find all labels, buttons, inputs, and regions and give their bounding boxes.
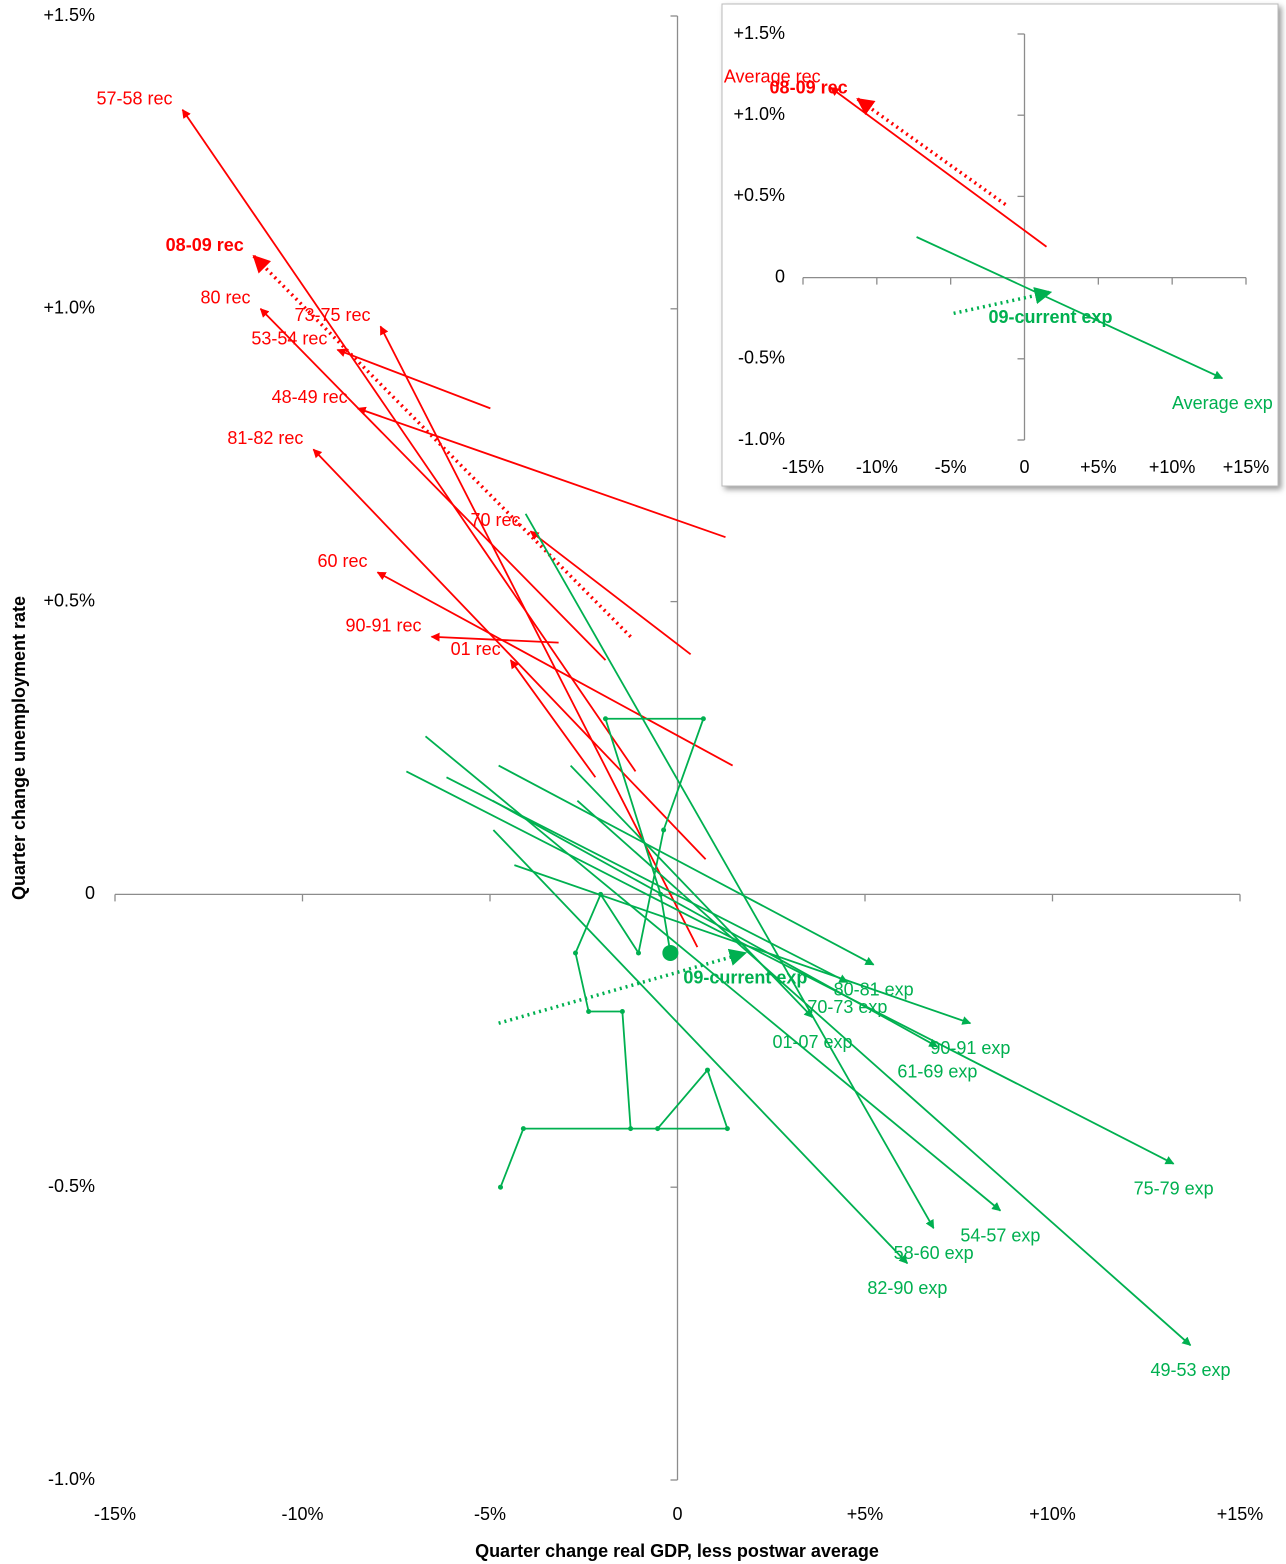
quarter-point (655, 1126, 661, 1132)
series-arrow (492, 829, 909, 1264)
main-chart: -15% -10% -5% 0 +5% +10% +15% -1.0% -0.5% 0 +0.5% +… (43, 5, 1263, 1524)
x-tick-label: +5% (847, 1504, 884, 1524)
series-label: 08-09 rec (166, 235, 244, 255)
y-axis-title: Quarter change unemployment rate (9, 596, 29, 900)
series-arrow (916, 236, 1224, 380)
series-label: 08-09 rec (770, 78, 848, 98)
series-label: 82-90 exp (867, 1278, 947, 1298)
x-tick-label: +10% (1149, 457, 1196, 477)
quarter-point (619, 1009, 625, 1015)
series-arrow (336, 348, 491, 410)
inset-frame (721, 3, 1279, 487)
x-tick-label: -5% (474, 1504, 506, 1524)
x-tick-label: 0 (1019, 457, 1029, 477)
y-tick-label: +1.0% (43, 298, 95, 318)
series-label: 09-current exp (988, 307, 1112, 327)
series-label: 75-79 exp (1134, 1179, 1214, 1199)
series-label: 49-53 exp (1150, 1360, 1230, 1380)
x-tick-label: +10% (1029, 1504, 1076, 1524)
series-label: 90-91 rec (345, 615, 421, 635)
quarter-point (603, 716, 608, 722)
series-arrow (576, 800, 1192, 1346)
x-tick-label: -10% (856, 457, 898, 477)
series-arrow (498, 764, 875, 966)
quarter-point (498, 1184, 503, 1190)
x-tick-label: -10% (281, 1504, 323, 1524)
series-arrow (424, 735, 1002, 1212)
series-label: 60 rec (317, 551, 367, 571)
y-tick-label: 0 (85, 883, 95, 903)
quarterly-path (499, 717, 729, 1188)
x-axis-title: Quarter change real GDP, less postwar av… (475, 1541, 879, 1561)
x-tick-label: +15% (1223, 457, 1270, 477)
quarter-point (520, 1126, 526, 1132)
series-arrow (259, 308, 607, 661)
series-label: Average exp (1172, 393, 1273, 413)
series-arrow (856, 97, 1007, 206)
series-label: 90-91 exp (930, 1038, 1010, 1058)
x-tick-label: +15% (1217, 1504, 1264, 1524)
series-label: 01-07 exp (772, 1032, 852, 1052)
series-arrow (379, 325, 699, 948)
quarter-point (658, 891, 664, 897)
series-label: 81-82 rec (227, 428, 303, 448)
quarter-point (705, 1067, 710, 1073)
series-arrow (376, 571, 734, 767)
series-label: Average rec (724, 66, 821, 86)
series-arrow (529, 530, 692, 656)
y-tick-label: -1.0% (738, 429, 785, 449)
series-arrow (524, 513, 935, 1229)
series-arrow (953, 287, 1053, 316)
series-label: 53-54 rec (251, 329, 327, 349)
quarter-point (636, 950, 641, 956)
series-arrow (498, 948, 748, 1025)
x-tick-label: -15% (782, 457, 824, 477)
y-tick-label: +1.5% (733, 23, 785, 43)
series-arrow (356, 406, 726, 539)
series-label: 48-49 rec (272, 387, 348, 407)
series-label: 61-69 exp (897, 1061, 977, 1081)
y-tick-label: -0.5% (48, 1176, 95, 1196)
series-arrow (509, 659, 597, 778)
series-label: 70 rec (470, 510, 520, 530)
y-tick-label: -0.5% (738, 348, 785, 368)
y-tick-label: 0 (775, 266, 785, 286)
series-label: 80 rec (200, 288, 250, 308)
inset-chart: -15% -10% -5% 0 +5% +10% +15% -1.0% -0.5% 0 +0.5% +… (724, 23, 1273, 477)
y-tick-label: +1.0% (733, 104, 785, 124)
quarter-point (661, 827, 667, 833)
series-label: 58-60 exp (894, 1243, 974, 1263)
x-tick-label: -5% (935, 457, 967, 477)
y-tick-label: -1.0% (48, 1469, 95, 1489)
quarter-point (573, 950, 578, 956)
quarter-point (724, 1126, 730, 1132)
quarter-point (598, 891, 604, 897)
series-arrow (569, 764, 814, 1019)
y-tick-label: +0.5% (733, 185, 785, 205)
quarter-point (700, 716, 706, 722)
series-arrow (405, 770, 1175, 1165)
quarter-point (662, 944, 679, 961)
y-tick-label: +0.5% (43, 590, 95, 610)
series-label: 70-73 exp (807, 997, 887, 1017)
x-tick-label: 0 (672, 1504, 682, 1524)
series-label: 57-58 rec (96, 88, 172, 108)
series-label: 09-current exp (683, 968, 807, 988)
quarter-point (628, 1126, 634, 1132)
x-tick-label: -15% (94, 1504, 136, 1524)
series-arrow (430, 632, 559, 644)
series-arrow (312, 448, 707, 860)
quarter-point (586, 1009, 592, 1015)
y-tick-label: +1.5% (43, 5, 95, 25)
series-label: 01 rec (451, 639, 501, 659)
x-tick-label: +5% (1080, 457, 1117, 477)
series-label: 73-75 rec (294, 305, 370, 325)
series-arrow (181, 108, 637, 772)
series-label: 54-57 exp (960, 1225, 1040, 1245)
